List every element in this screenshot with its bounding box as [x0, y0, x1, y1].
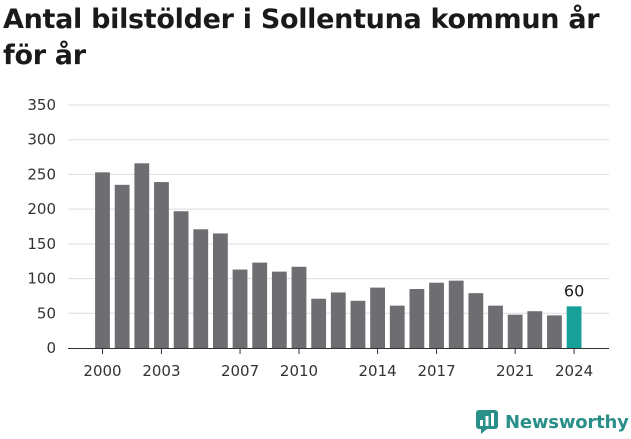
y-tick-label: 350 [27, 96, 56, 114]
y-tick-label: 100 [27, 270, 56, 288]
bar-2017 [429, 282, 444, 348]
y-tick-label: 200 [27, 200, 56, 218]
bar-2013 [350, 300, 366, 348]
x-tick-label: 2024 [555, 362, 593, 380]
bar-2006 [213, 233, 228, 348]
y-tick-label: 250 [27, 165, 56, 183]
bar-2015 [389, 305, 405, 348]
bar-2022 [527, 311, 543, 348]
y-tick-label: 150 [27, 235, 56, 253]
bar-2019 [468, 293, 484, 348]
bar-2007 [232, 269, 248, 348]
bar-2021 [507, 314, 523, 348]
brand-name: Newsworthy [505, 411, 629, 433]
bar-2020 [488, 305, 503, 348]
bars [95, 163, 582, 348]
bar-2018 [448, 280, 464, 348]
bar-2001 [114, 184, 130, 348]
bar-2023 [547, 315, 562, 348]
bar-2016 [409, 288, 425, 348]
data-label-2024: 60 [564, 281, 584, 300]
bar-2005 [193, 229, 209, 348]
y-axis-tick-labels: 0 50 100 150 200 250 300 350 [27, 96, 56, 357]
y-tick-label: 50 [37, 304, 56, 322]
y-tick-label: 0 [46, 339, 56, 357]
x-tick-label: 2007 [221, 362, 259, 380]
bar-2003 [154, 182, 169, 348]
y-tick-label: 300 [27, 131, 56, 149]
newsworthy-brand: Newsworthy [476, 407, 629, 437]
bar-2011 [311, 298, 327, 348]
newsworthy-logo-icon [476, 410, 498, 434]
bar-2009 [271, 271, 287, 348]
bar-2004 [173, 211, 189, 348]
bar-2010 [291, 266, 307, 348]
x-axis [68, 348, 609, 354]
x-tick-label: 2010 [280, 362, 318, 380]
bar-2014 [370, 287, 385, 348]
bar-2008 [252, 262, 268, 348]
x-tick-label: 2014 [359, 362, 397, 380]
bar-2000 [95, 172, 110, 348]
x-tick-label: 2003 [142, 362, 180, 380]
x-tick-label: 2000 [83, 362, 121, 380]
bar-2024 [566, 306, 582, 348]
x-tick-label: 2017 [417, 362, 455, 380]
x-axis-tick-labels: 2000 2003 2007 2010 2014 2017 2021 2024 [83, 362, 593, 380]
bar-2012 [330, 292, 346, 348]
x-tick-label: 2021 [496, 362, 534, 380]
bar-2002 [134, 163, 150, 348]
data-labels: 60 [564, 281, 584, 300]
chart-title: Antal bilstölder i Sollentuna kommun år … [3, 4, 600, 71]
